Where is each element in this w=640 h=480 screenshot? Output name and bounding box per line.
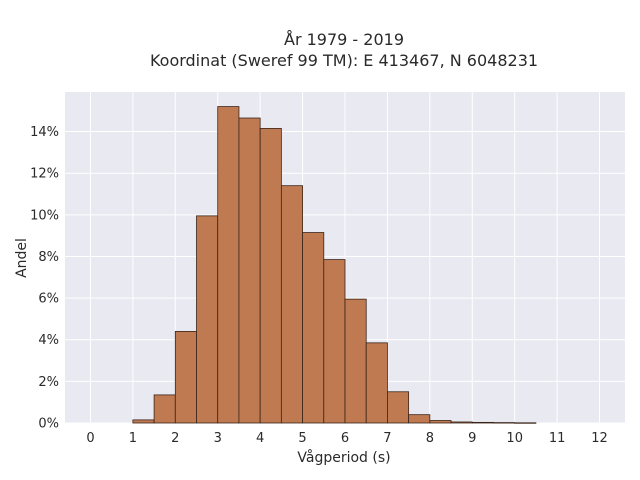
chart-title-line1: År 1979 - 2019 xyxy=(284,30,404,49)
y-tick-label: 12% xyxy=(30,167,59,182)
y-tick-label: 14% xyxy=(30,125,59,140)
y-tick-label: 6% xyxy=(38,292,59,307)
y-tick-label: 10% xyxy=(30,208,59,223)
y-tick-label: 0% xyxy=(38,417,59,432)
histogram-bar xyxy=(238,117,261,424)
y-tick-label: 4% xyxy=(38,333,59,348)
x-tick-label: 11 xyxy=(549,431,566,446)
x-tick-label: 9 xyxy=(468,431,476,446)
x-tick-label: 2 xyxy=(171,431,179,446)
histogram-bar xyxy=(196,215,219,424)
y-tick-label: 2% xyxy=(38,375,59,390)
chart-title-line2: Koordinat (Sweref 99 TM): E 413467, N 60… xyxy=(150,51,538,70)
histogram-bar xyxy=(344,298,367,424)
histogram-bar xyxy=(132,419,155,424)
x-tick-label: 1 xyxy=(129,431,137,446)
y-axis-label: Andel xyxy=(14,238,30,278)
histogram-bar xyxy=(302,232,325,424)
x-tick-label: 8 xyxy=(426,431,434,446)
histogram-bar xyxy=(174,331,197,424)
x-tick-label: 10 xyxy=(506,431,523,446)
histogram-bar xyxy=(259,128,282,424)
histogram-bar xyxy=(217,106,240,424)
x-axis-label: Vågperiod (s) xyxy=(297,449,390,466)
x-tick-label: 3 xyxy=(214,431,222,446)
x-tick-label: 7 xyxy=(383,431,391,446)
x-tick-label: 5 xyxy=(298,431,306,446)
y-tick-label: 8% xyxy=(38,250,59,265)
histogram-bar xyxy=(408,414,431,424)
histogram-bar xyxy=(514,422,537,424)
x-tick-label: 4 xyxy=(256,431,264,446)
histogram-bar xyxy=(493,422,516,424)
histogram-bar xyxy=(387,391,410,424)
histogram-bar xyxy=(153,394,176,424)
x-tick-label: 12 xyxy=(591,431,608,446)
y-tick-labels: 0% 2% 4% 6% 8% 10% 12% 14% xyxy=(30,125,59,431)
bars xyxy=(132,106,537,424)
histogram-bar xyxy=(471,421,494,424)
x-tick-label: 0 xyxy=(86,431,94,446)
histogram-bar xyxy=(365,342,388,424)
histogram-bar xyxy=(323,259,346,424)
x-tick-label: 6 xyxy=(341,431,349,446)
histogram-bar xyxy=(450,421,473,424)
x-tick-labels: 0 1 2 3 4 5 6 7 8 9 10 11 12 xyxy=(86,431,608,446)
histogram-bar xyxy=(429,420,452,424)
histogram-bar xyxy=(280,185,303,424)
